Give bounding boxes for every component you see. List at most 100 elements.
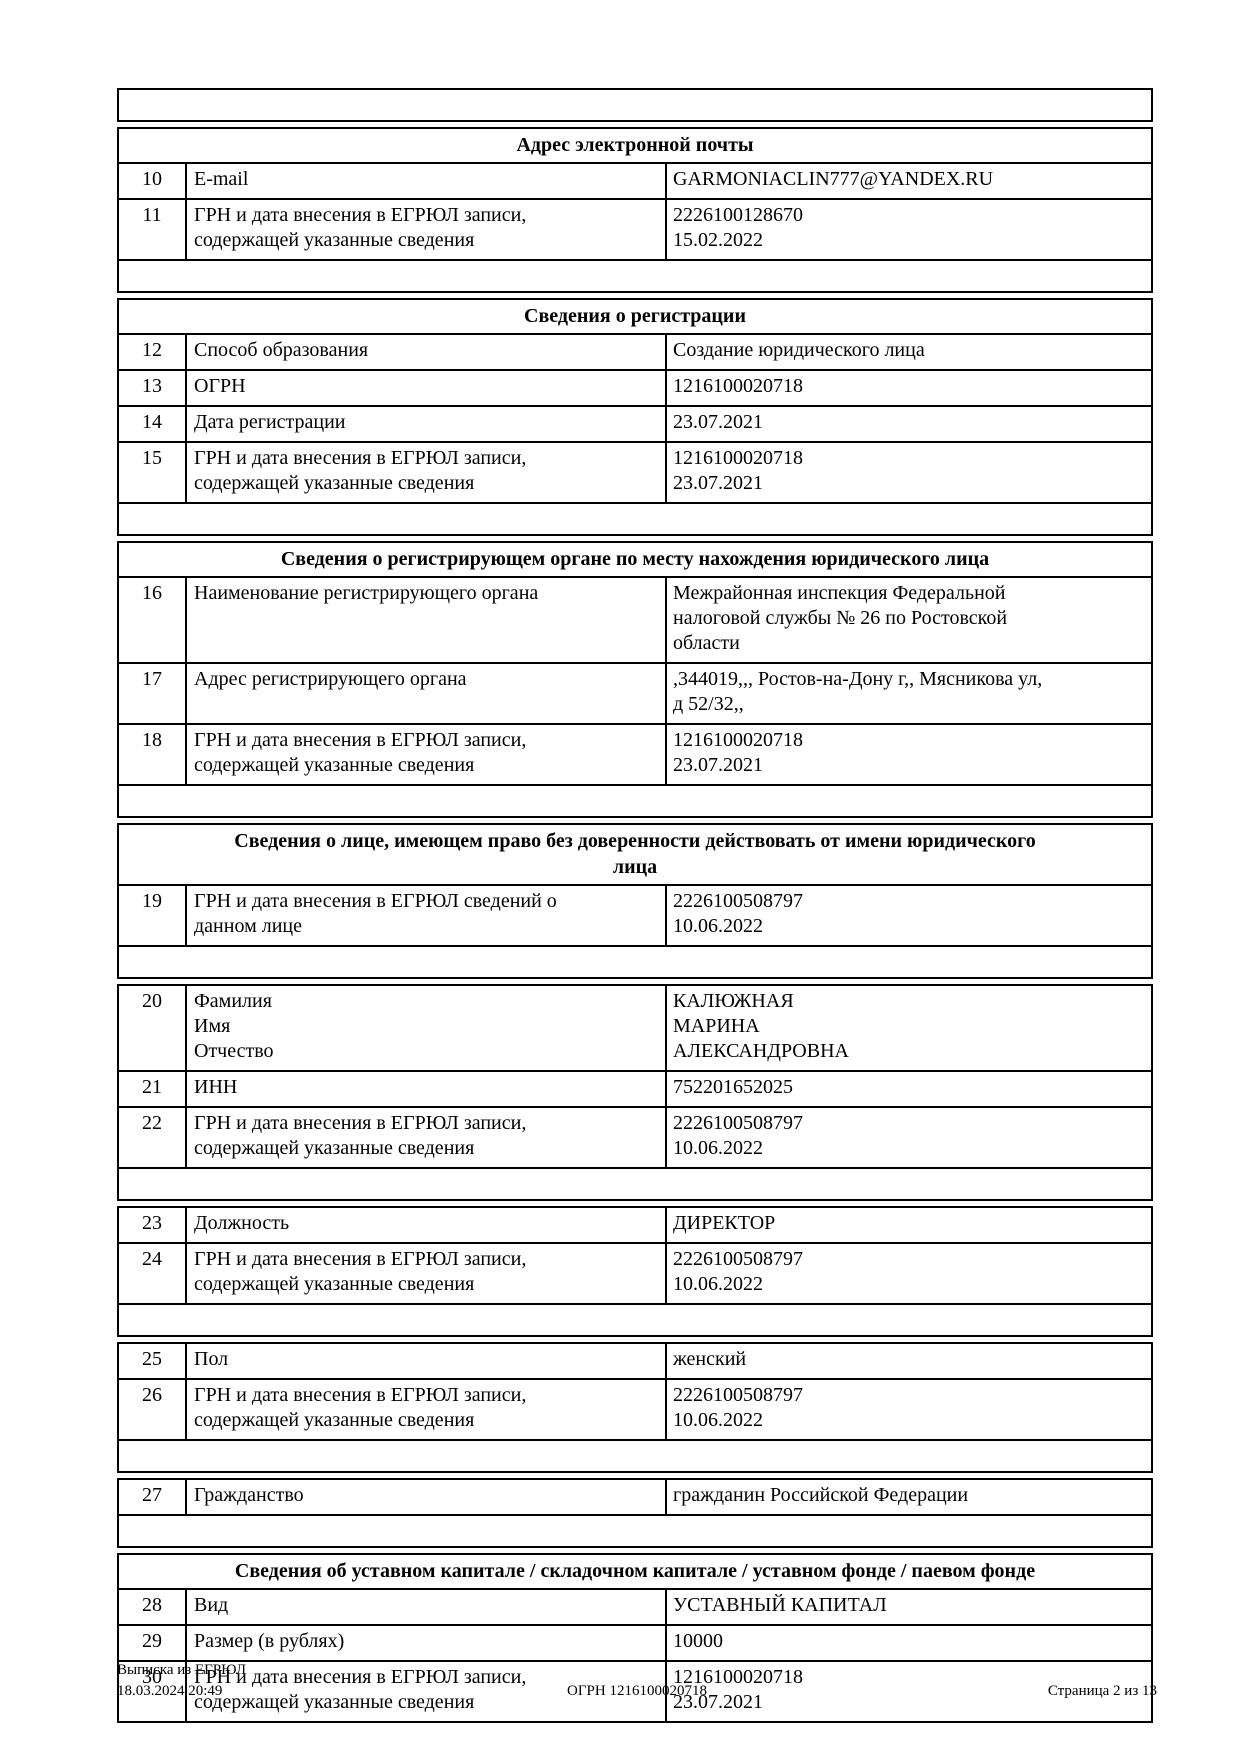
row-value-cell: 1216100020718 [673, 375, 803, 397]
row-value-cell: 2226100508797 10.06.2022 [673, 1384, 803, 1431]
row-label-cell: ОГРН [187, 371, 667, 405]
row-value-cell: 10000 [673, 1630, 723, 1652]
table-row: 21 ИНН 752201652025 [119, 1070, 1151, 1106]
row-label-cell: Вид [187, 1590, 667, 1624]
table-row: 16 Наименование регистрирующего органа Меж… [119, 576, 1151, 662]
table-row: 22 ГРН и дата внесения в ЕГРЮЛ записи, со… [119, 1106, 1151, 1167]
section-block: Сведения о лице, имеющем право без довер… [117, 823, 1153, 979]
row-value-cell: 1216100020718 23.07.2021 [673, 1666, 803, 1713]
row-number-cell: 30 [119, 1662, 187, 1721]
footer-page-indicator: Страница 2 из 13 [1047, 1683, 1158, 1699]
section-header: Адрес электронной почты [516, 134, 754, 156]
table-row: 12 Способ образования Создание юридическог… [119, 333, 1151, 369]
table-row: 15 ГРН и дата внесения в ЕГРЮЛ записи, со… [119, 441, 1151, 502]
row-number-cell: 23 [119, 1208, 187, 1242]
row-value-cell: женский [673, 1348, 747, 1370]
table-row: 11 ГРН и дата внесения в ЕГРЮЛ записи, со… [119, 198, 1151, 259]
document-table: Адрес электронной почты 10 E-mail GARMONIAC… [117, 88, 1153, 1728]
row-number-cell: 27 [119, 1480, 187, 1514]
row-label-cell: Пол [187, 1344, 667, 1378]
row-value-cell: Межрайонная инспекция Федеральной налого… [673, 582, 1008, 654]
row-value-cell: GARMONIACLIN777@YANDEX.RU [673, 168, 994, 190]
row-value-cell: КАЛЮЖНАЯ МАРИНА АЛЕКСАНДРОВНА [673, 990, 849, 1062]
row-value-cell: гражданин Российской Федерации [673, 1484, 969, 1506]
footer-left: Выписка из ЕГРЮЛ 18.03.2024 20:49 [117, 1660, 464, 1702]
table-row: 17 Адрес регистрирующего органа ,344019,,,… [119, 662, 1151, 723]
row-label-cell: Размер (в рублях) [187, 1626, 667, 1660]
row-label-cell: ГРН и дата внесения в ЕГРЮЛ сведений о д… [187, 886, 667, 945]
spacer-row [119, 1303, 1151, 1335]
row-value-cell: 1216100020718 23.07.2021 [673, 729, 803, 776]
row-label-cell: ИНН [187, 1072, 667, 1106]
row-number-cell: 26 [119, 1380, 187, 1439]
row-label-cell: ГРН и дата внесения в ЕГРЮЛ записи, соде… [187, 1380, 667, 1439]
row-label-cell: E-mail [187, 164, 667, 198]
table-row: 26 ГРН и дата внесения в ЕГРЮЛ записи, со… [119, 1378, 1151, 1439]
row-label-cell: Гражданство [187, 1480, 667, 1514]
section-header: Сведения о регистрации [524, 305, 746, 327]
table-block [117, 88, 1153, 122]
row-value-cell: Создание юридического лица [673, 339, 925, 361]
row-value-cell: 2226100508797 10.06.2022 [673, 890, 803, 937]
footer-doc-type: Выписка из ЕГРЮЛ [117, 1662, 246, 1678]
table-row: 18 ГРН и дата внесения в ЕГРЮЛ записи, со… [119, 723, 1151, 784]
row-value-cell: 1216100020718 23.07.2021 [673, 447, 803, 494]
table-row: 27 Гражданство гражданин Российской Федера… [119, 1480, 1151, 1514]
section-header: Сведения о регистрирующем органе по мест… [280, 548, 990, 570]
section-header: Сведения о лице, имеющем право без довер… [234, 830, 1036, 878]
section-block: Адрес электронной почты 10 E-mail GARMONIAC… [117, 127, 1153, 293]
row-value-cell: 2226100508797 10.06.2022 [673, 1248, 803, 1295]
spacer-row [119, 1439, 1151, 1471]
row-label-cell: ГРН и дата внесения в ЕГРЮЛ записи, соде… [187, 1662, 667, 1721]
row-number-cell: 29 [119, 1626, 187, 1660]
row-value-cell: 752201652025 [673, 1076, 793, 1098]
row-number-cell: 11 [119, 200, 187, 259]
row-label-cell: ГРН и дата внесения в ЕГРЮЛ записи, соде… [187, 1244, 667, 1303]
row-number-cell: 25 [119, 1344, 187, 1378]
row-label-cell: Фамилия Имя Отчество [187, 986, 667, 1070]
table-row: 23 Должность ДИРЕКТОР [119, 1208, 1151, 1242]
footer-datetime: 18.03.2024 20:49 [117, 1683, 223, 1699]
spacer-row [119, 502, 1151, 534]
row-value-cell: УСТАВНЫЙ КАПИТАЛ [673, 1594, 887, 1616]
table-row: 14 Дата регистрации 23.07.2021 [119, 405, 1151, 441]
row-number-cell: 22 [119, 1108, 187, 1167]
row-label-cell: Адрес регистрирующего органа [187, 664, 667, 723]
row-number-cell: 10 [119, 164, 187, 198]
table-row: 29 Размер (в рублях) 10000 [119, 1624, 1151, 1660]
spacer-row [119, 1514, 1151, 1546]
row-number-cell: 24 [119, 1244, 187, 1303]
table-block: 23 Должность ДИРЕКТОР 24 ГРН и дата внесения… [117, 1206, 1153, 1337]
footer-ogrn: ОГРН 1216100020718 [567, 1683, 707, 1699]
row-label-cell: Дата регистрации [187, 407, 667, 441]
section-block: Сведения об уставном капитале / складочн… [117, 1553, 1153, 1723]
row-value-cell: 23.07.2021 [673, 411, 763, 433]
table-block: 25 Пол женский 26 ГРН и дата внесения в ЕГРЮ… [117, 1342, 1153, 1473]
row-number-cell: 19 [119, 886, 187, 945]
section-block: Сведения о регистрации 12 Способ образован… [117, 298, 1153, 536]
row-value-cell: 2226100128670 15.02.2022 [673, 204, 803, 251]
row-label-cell: Способ образования [187, 335, 667, 369]
row-label-cell: ГРН и дата внесения в ЕГРЮЛ записи, соде… [187, 443, 667, 502]
row-number-cell: 13 [119, 371, 187, 405]
row-value-cell: ,344019,,, Ростов-на-Дону г,, Мясникова … [673, 668, 1043, 715]
section-block: Сведения о регистрирующем органе по мест… [117, 541, 1153, 818]
row-number-cell: 28 [119, 1590, 187, 1624]
row-label-cell: Должность [187, 1208, 667, 1242]
table-block: 27 Гражданство гражданин Российской Федера… [117, 1478, 1153, 1548]
table-block: 20 Фамилия Имя Отчество КАЛЮЖНАЯ МАРИНА АЛ… [117, 984, 1153, 1201]
footer: Выписка из ЕГРЮЛ 18.03.2024 20:49 ОГРН 1… [117, 1660, 1157, 1702]
row-label-cell: Наименование регистрирующего органа [187, 578, 667, 662]
row-label-cell: ГРН и дата внесения в ЕГРЮЛ записи, соде… [187, 1108, 667, 1167]
row-number-cell: 14 [119, 407, 187, 441]
table-row: 10 E-mail GARMONIACLIN777@YANDEX.RU [119, 162, 1151, 198]
table-row: 19 ГРН и дата внесения в ЕГРЮЛ сведений о… [119, 884, 1151, 945]
spacer-row [119, 259, 1151, 291]
row-label-cell: ГРН и дата внесения в ЕГРЮЛ записи, соде… [187, 200, 667, 259]
row-number-cell: 21 [119, 1072, 187, 1106]
spacer-row [119, 90, 1151, 120]
row-value-cell: 2226100508797 10.06.2022 [673, 1112, 803, 1159]
row-number-cell: 20 [119, 986, 187, 1070]
table-row: 20 Фамилия Имя Отчество КАЛЮЖНАЯ МАРИНА АЛ… [119, 986, 1151, 1070]
